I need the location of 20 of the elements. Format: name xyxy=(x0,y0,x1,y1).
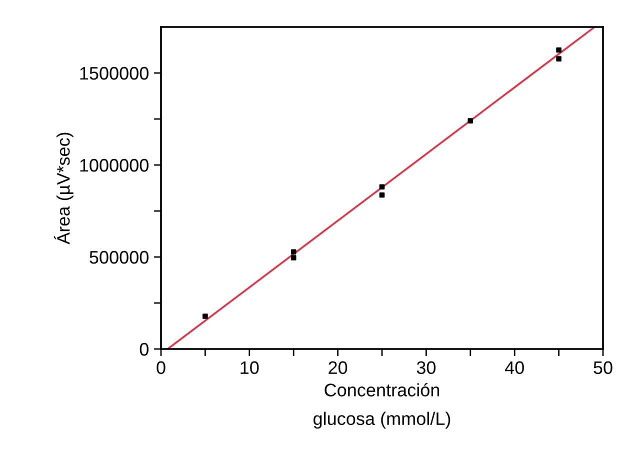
point xyxy=(290,249,296,255)
x-tick-label: 40 xyxy=(504,361,524,374)
y-tick-label: 1000000 xyxy=(80,158,148,172)
x-axis-title: Concentración glucosa (mmol/L) xyxy=(314,382,450,429)
x-tick-label: 10 xyxy=(240,361,259,374)
point xyxy=(202,314,208,319)
x-tick-label: 30 xyxy=(416,361,436,374)
point xyxy=(556,47,562,53)
point xyxy=(556,56,562,62)
y-tick-label: 500000 xyxy=(90,250,148,264)
point xyxy=(290,255,296,260)
point xyxy=(379,184,385,190)
x-tick-label: 0 xyxy=(156,361,166,374)
x-tick-label: 20 xyxy=(328,361,348,374)
point xyxy=(379,192,385,198)
point xyxy=(468,118,474,124)
y-tick-label: 0 xyxy=(140,342,148,356)
y-axis-title: Área (µV*sec) xyxy=(54,132,74,244)
y-tick-label: 1500000 xyxy=(80,66,148,80)
x-tick-label: 50 xyxy=(594,361,612,374)
